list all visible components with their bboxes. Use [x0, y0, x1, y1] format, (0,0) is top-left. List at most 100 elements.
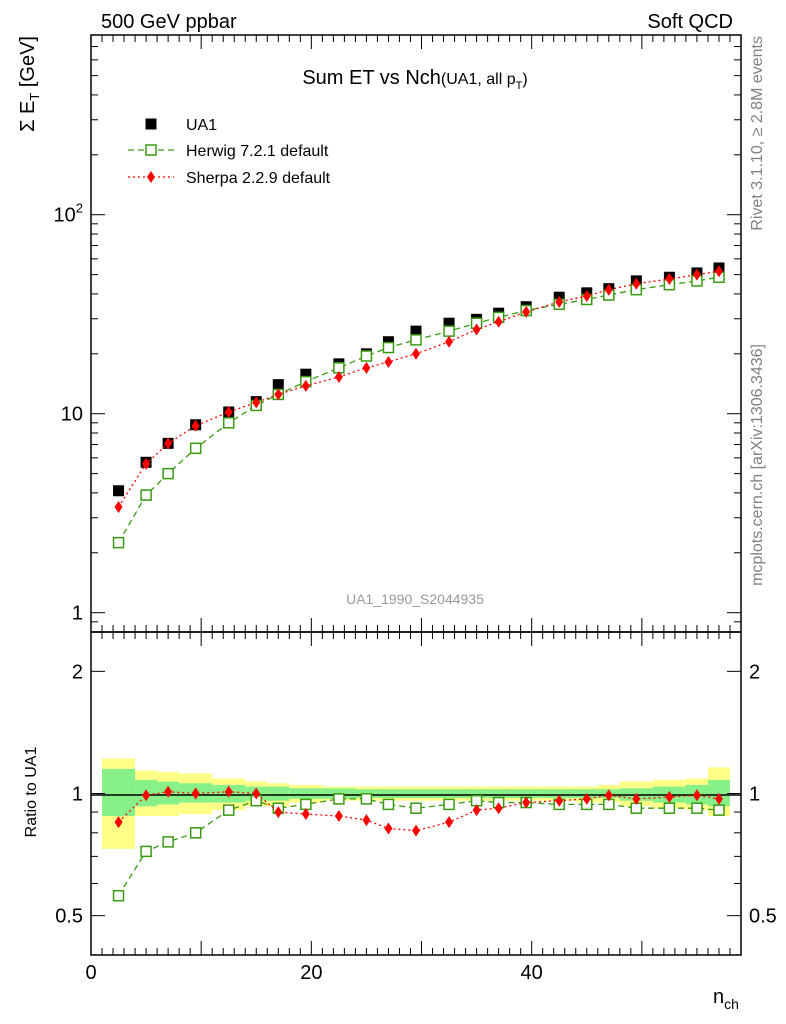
ratio-herwig-point: [360, 793, 373, 805]
main-ytick-label: 10: [61, 404, 83, 426]
main-sherpa-point: [362, 361, 371, 374]
main-sherpa-point: [301, 379, 310, 392]
ratio-axis-ticks: 0.5 0.51 12 20 20 40: [55, 632, 777, 984]
main-herwig-line: [117, 276, 720, 543]
ratio-herwig-point: [382, 798, 395, 811]
main-sherpa-point: [224, 406, 233, 419]
main-sherpa-point: [191, 419, 200, 432]
main-ytick-label-sup: 2: [76, 201, 83, 216]
chart-title-suffix-sub: T: [516, 80, 523, 92]
legend: UA1 Herwig 7.2.1 default Sherpa 2.2.9 defa…: [128, 117, 331, 187]
ratio-band-inner: [377, 789, 400, 798]
main-sherpa-point: [632, 277, 641, 290]
ratio-sherpa-point: [334, 810, 343, 823]
x-axis-label: nch: [713, 986, 739, 1012]
ratio-sherpa-point: [412, 824, 420, 837]
ratio-sherpa-point: [714, 792, 723, 805]
ratio-ytick-label: 0.5: [55, 906, 83, 928]
ratio-sherpa-point: [384, 822, 393, 835]
main-sherpa-point: [252, 396, 261, 409]
header-right: Soft QCD: [647, 11, 733, 33]
ratio-plot-frame: [90, 631, 742, 956]
legend-ua1-label: UA1: [186, 117, 217, 134]
main-sherpa-point: [604, 283, 613, 296]
main-sherpa-point: [665, 273, 674, 286]
main-sherpa-point: [412, 347, 420, 360]
main-sherpa-point: [522, 305, 531, 318]
ratio-sherpa-point: [632, 792, 641, 805]
ratio-sherpa-point: [114, 816, 123, 829]
chart-title: Sum ET vs Nch(UA1, all pT): [302, 67, 527, 92]
ratio-sherpa-point: [494, 802, 503, 815]
ratio-ytick-label-right: 2: [749, 661, 760, 683]
ratio-sherpa-point: [692, 789, 701, 802]
main-herwig-point: [189, 442, 202, 455]
ratio-band-inner: [487, 789, 510, 798]
main-ua1-point: [382, 336, 394, 348]
ratio-band-inner: [432, 789, 466, 798]
ratio-sherpa-point: [301, 808, 310, 821]
chart-title-suffix: (UA1, all p: [441, 71, 516, 88]
header-left: 500 GeV ppbar: [101, 11, 237, 33]
xtick-label: 40: [521, 962, 543, 984]
ratio-sherpa-line: [118, 791, 720, 832]
ratio-herwig-point: [410, 802, 422, 814]
side-label-top: Rivet 3.1.10, ≥ 2.8M events: [749, 36, 766, 231]
legend-herwig-marker: [145, 144, 157, 156]
main-ua1-point: [443, 317, 455, 329]
main-ua1-point: [300, 368, 312, 380]
ratio-panel: 0.5 0.51 12 20 20 40 Ratio to UA1 nch: [23, 631, 777, 1012]
main-sherpa-point: [494, 315, 503, 328]
legend-ua1-marker: [145, 118, 157, 130]
chart-title-main: Sum ET vs Nch: [302, 67, 441, 89]
ratio-band-inner: [267, 786, 290, 801]
ratio-sherpa-point: [522, 796, 531, 809]
legend-sherpa-label: Sherpa 2.2.9 default: [186, 170, 331, 187]
xtick-label: 20: [300, 962, 322, 984]
main-ytick-label-base: 10: [54, 205, 76, 227]
ratio-sherpa-point: [445, 816, 454, 829]
ratio-sherpa-point: [164, 785, 173, 798]
chart-title-suffix-end: ): [522, 71, 527, 88]
ratio-ytick-label: 2: [72, 661, 83, 683]
main-sherpa-point: [334, 370, 343, 383]
ratio-sherpa-point: [604, 789, 613, 802]
ratio-herwig-point: [663, 802, 676, 814]
ratio-band-inner: [399, 789, 433, 798]
main-sherpa-point: [274, 388, 283, 401]
watermark: UA1_1990_S2044935: [346, 591, 484, 607]
main-ytick-label-base: 10: [61, 404, 83, 426]
legend-herwig-label: Herwig 7.2.1 default: [186, 143, 329, 160]
ratio-sherpa-point: [582, 792, 591, 805]
ratio-herwig-point: [112, 889, 125, 902]
ratio-herwig-line: [117, 798, 720, 897]
main-herwig-point: [162, 467, 174, 480]
ratio-sherpa-point: [274, 806, 283, 819]
main-sherpa-point: [164, 437, 173, 450]
ratio-band-inner: [465, 789, 488, 798]
legend-sherpa-marker: [147, 171, 155, 183]
ratio-band-inner: [542, 789, 576, 798]
main-sherpa-point: [714, 265, 723, 278]
ratio-herwig-point: [333, 793, 345, 805]
ratio-series-layer: [112, 785, 725, 902]
ratio-sherpa-point: [555, 794, 564, 807]
main-sherpa-point: [142, 457, 151, 470]
main-ytick-label: 1: [72, 603, 83, 625]
ratio-herwig-point: [140, 845, 152, 858]
main-sherpa-line: [117, 270, 720, 508]
side-label-bottom: mcplots.cern.ch [arXiv:1306.3436]: [749, 344, 766, 586]
ratio-band-inner: [289, 788, 323, 799]
main-herwig-point: [222, 417, 235, 429]
main-y-label-unit: [GeV]: [17, 36, 39, 93]
ratio-herwig-point: [443, 798, 455, 811]
ratio-ytick-label-right: 0.5: [749, 906, 777, 928]
main-herwig-point: [112, 536, 125, 549]
ratio-herwig-point: [222, 804, 235, 816]
ratio-sherpa-point: [665, 791, 674, 804]
main-ua1-point: [272, 379, 284, 391]
main-herwig-point: [410, 334, 422, 346]
main-ua1-point: [410, 325, 422, 337]
